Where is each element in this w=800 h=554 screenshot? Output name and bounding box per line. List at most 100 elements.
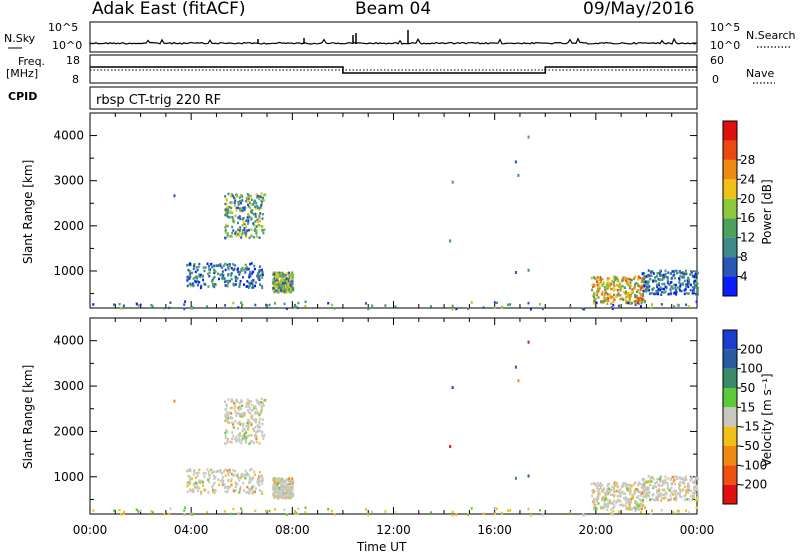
data-cell <box>675 269 678 272</box>
data-cell <box>660 293 663 296</box>
velocity-colorbar-swatch <box>723 349 737 369</box>
data-cell <box>296 512 299 516</box>
data-cell <box>282 495 285 498</box>
data-cell <box>658 278 661 282</box>
data-cell <box>649 271 652 274</box>
data-cell <box>261 482 264 485</box>
data-cell <box>643 490 646 494</box>
data-cell <box>694 481 697 485</box>
data-cell <box>455 513 458 517</box>
data-cell <box>195 280 198 284</box>
data-cell <box>183 509 186 512</box>
data-cell <box>254 199 257 203</box>
data-cell <box>657 290 660 294</box>
data-cell <box>613 499 616 503</box>
data-cell <box>230 277 233 281</box>
data-cell <box>195 472 198 475</box>
data-cell <box>226 415 229 418</box>
data-cell <box>651 270 654 274</box>
data-cell <box>639 296 642 299</box>
data-cell <box>680 289 683 293</box>
data-cell <box>273 491 276 495</box>
data-cell <box>693 492 696 495</box>
data-cell <box>665 492 668 495</box>
data-cell <box>251 492 254 495</box>
power-colorbar-tick-label: 24 <box>740 172 755 186</box>
data-cell <box>640 297 643 300</box>
data-cell <box>495 507 498 511</box>
x-tick-label: 00:00 <box>73 523 108 537</box>
data-cell <box>151 305 154 308</box>
data-cell <box>257 426 260 429</box>
data-cell <box>655 289 658 292</box>
data-cell <box>239 209 242 212</box>
data-cell <box>221 266 224 269</box>
data-cell <box>231 211 234 214</box>
data-cell <box>668 489 671 492</box>
data-cell <box>260 195 263 199</box>
data-cell <box>199 273 202 277</box>
data-cell <box>192 490 195 493</box>
data-cell <box>684 494 687 497</box>
data-cell <box>231 216 234 219</box>
data-cell <box>293 511 296 515</box>
data-cell <box>495 301 498 305</box>
data-cell <box>285 286 288 289</box>
data-cell <box>633 286 636 289</box>
data-cell <box>222 264 225 267</box>
data-cell <box>275 479 278 483</box>
data-cell <box>259 283 261 286</box>
y-tick-label: 3000 <box>53 174 84 188</box>
data-cell <box>663 291 665 294</box>
data-cell <box>232 219 235 223</box>
data-cell <box>615 490 618 493</box>
data-cell <box>593 505 596 508</box>
data-cell <box>238 491 241 494</box>
data-cell <box>641 483 644 486</box>
data-cell <box>240 407 242 410</box>
data-cell <box>238 229 241 232</box>
data-cell <box>666 484 669 487</box>
data-cell <box>247 427 249 431</box>
data-cell <box>191 488 194 491</box>
data-cell <box>254 487 257 490</box>
data-cell <box>613 275 616 279</box>
data-cell <box>676 271 678 275</box>
data-cell <box>593 299 596 302</box>
data-cell <box>275 487 278 490</box>
data-cell <box>244 267 247 270</box>
data-cell <box>224 415 227 419</box>
data-cell <box>254 212 257 216</box>
data-cell <box>202 484 205 487</box>
data-cell <box>239 405 241 408</box>
data-cell <box>230 400 233 403</box>
data-cell <box>593 501 595 505</box>
data-cell <box>238 440 241 443</box>
data-cell <box>120 513 122 516</box>
data-cell <box>256 410 259 413</box>
data-cell <box>163 513 166 516</box>
data-cell <box>660 509 663 512</box>
data-cell <box>235 207 238 210</box>
data-cell <box>603 292 606 296</box>
data-cell <box>189 478 192 481</box>
data-cell <box>645 290 648 293</box>
isolated-echo <box>449 445 452 449</box>
data-cell <box>238 283 241 287</box>
data-cell <box>615 501 618 504</box>
data-cell <box>224 231 227 234</box>
data-cell <box>665 286 668 289</box>
data-cell <box>670 277 673 280</box>
data-cell <box>676 492 679 495</box>
data-cell <box>659 475 662 478</box>
data-cell <box>582 307 584 311</box>
data-cell <box>681 481 684 485</box>
data-cell <box>629 281 632 284</box>
data-cell <box>638 508 640 511</box>
data-cell <box>284 479 287 483</box>
data-cell <box>225 223 227 227</box>
data-cell <box>208 275 211 278</box>
isolated-echo <box>514 365 517 369</box>
data-cell <box>248 442 251 445</box>
data-cell <box>691 270 694 273</box>
